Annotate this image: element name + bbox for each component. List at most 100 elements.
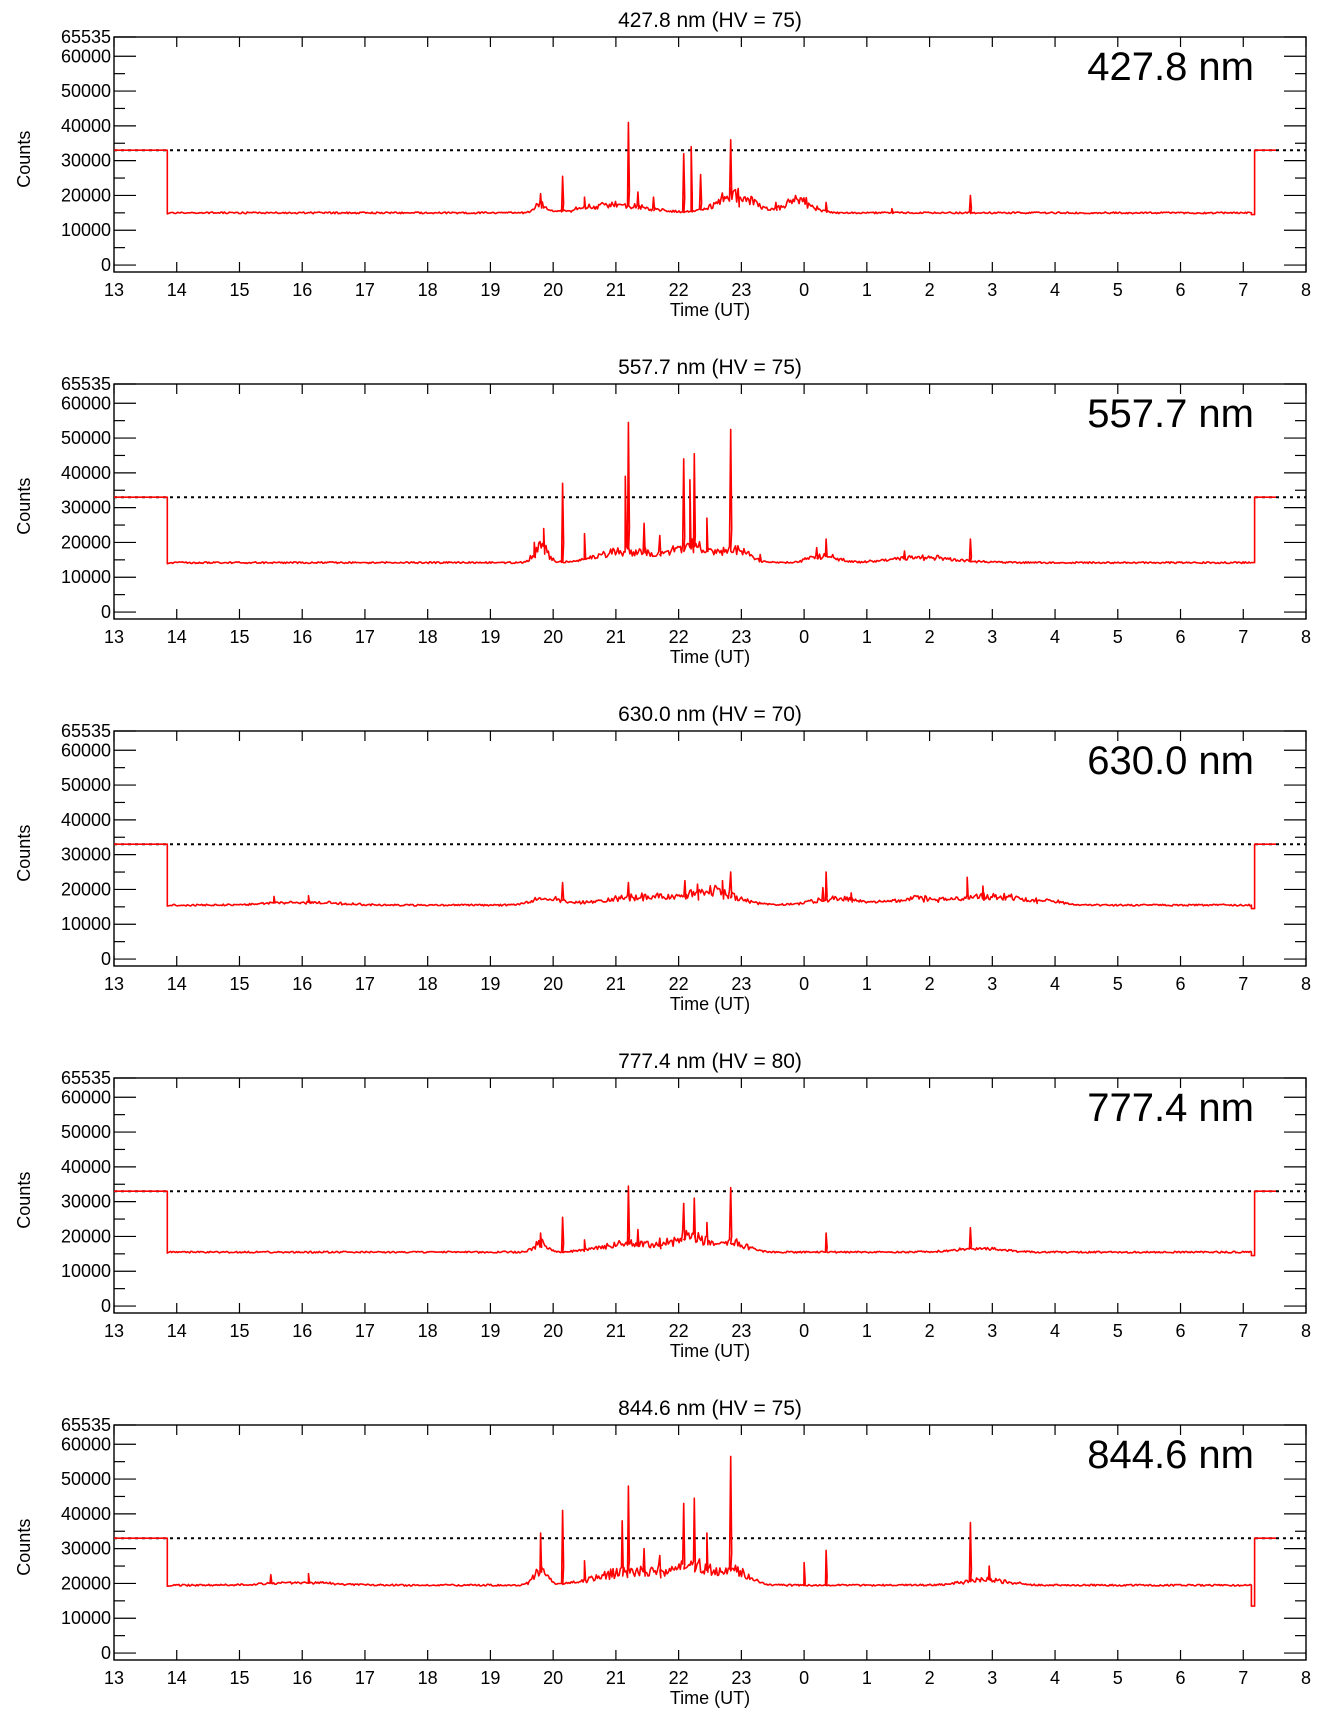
x-tick-label: 14 bbox=[167, 280, 187, 300]
y-tick-label: 50000 bbox=[61, 1469, 111, 1489]
y-tick-label: 50000 bbox=[61, 775, 111, 795]
x-axis-title: Time (UT) bbox=[670, 994, 750, 1014]
y-tick-label: 10000 bbox=[61, 1261, 111, 1281]
x-tick-label: 16 bbox=[292, 1668, 312, 1688]
x-tick-label: 21 bbox=[606, 974, 626, 994]
chart-panel-5: 844.6 nm (HV = 75) 0 10000 20000 30000 40000 5… bbox=[14, 1397, 1311, 1708]
y-tick-label: 0 bbox=[101, 255, 111, 275]
x-tick-label: 8 bbox=[1301, 280, 1311, 300]
x-tick-label: 22 bbox=[669, 1668, 689, 1688]
y-tick-label: 65535 bbox=[61, 1068, 111, 1088]
x-tick-label: 4 bbox=[1050, 1321, 1060, 1341]
x-tick-label: 20 bbox=[543, 280, 563, 300]
x-axis-title: Time (UT) bbox=[670, 300, 750, 320]
chart-panel-1: 427.8 nm (HV = 75) 0 10000 20000 30000 40000 5… bbox=[14, 9, 1311, 320]
x-tick-label: 21 bbox=[606, 627, 626, 647]
x-tick-label: 4 bbox=[1050, 1668, 1060, 1688]
y-tick-label: 0 bbox=[101, 1643, 111, 1663]
chart-panel-2: 557.7 nm (HV = 75) 0 10000 20000 30000 40000 5… bbox=[14, 356, 1311, 667]
y-tick-label: 30000 bbox=[61, 498, 111, 518]
x-tick-label: 16 bbox=[292, 627, 312, 647]
x-tick-label: 7 bbox=[1238, 627, 1248, 647]
chart-title: 844.6 nm (HV = 75) bbox=[618, 1397, 802, 1420]
x-tick-label: 5 bbox=[1113, 1668, 1123, 1688]
plot-frame bbox=[113, 1077, 1307, 1314]
chart-title: 630.0 nm (HV = 70) bbox=[618, 703, 802, 726]
x-tick-label: 18 bbox=[418, 1321, 438, 1341]
x-tick-label: 3 bbox=[987, 1321, 997, 1341]
x-tick-label: 2 bbox=[925, 627, 935, 647]
x-tick-label: 18 bbox=[418, 280, 438, 300]
y-tick-label: 0 bbox=[101, 949, 111, 969]
plot-frame bbox=[113, 730, 1307, 967]
x-tick-label: 2 bbox=[925, 280, 935, 300]
y-tick-label: 10000 bbox=[61, 220, 111, 240]
y-tick-label: 30000 bbox=[61, 1539, 111, 1559]
x-axis-title: Time (UT) bbox=[670, 1688, 750, 1708]
x-tick-label: 1 bbox=[862, 1668, 872, 1688]
x-tick-label: 21 bbox=[606, 1668, 626, 1688]
plot-frame bbox=[113, 1424, 1307, 1661]
x-tick-label: 15 bbox=[229, 1668, 249, 1688]
x-tick-label: 15 bbox=[229, 1321, 249, 1341]
series-line bbox=[114, 421, 1276, 565]
x-tick-label: 19 bbox=[480, 1321, 500, 1341]
y-axis-title: Counts bbox=[14, 131, 34, 188]
y-tick-label: 60000 bbox=[61, 1434, 111, 1454]
x-tick-label: 3 bbox=[987, 974, 997, 994]
x-tick-label: 18 bbox=[418, 974, 438, 994]
x-tick-label: 21 bbox=[606, 280, 626, 300]
y-axis-title: Counts bbox=[14, 825, 34, 882]
x-tick-label: 3 bbox=[987, 627, 997, 647]
x-tick-label: 2 bbox=[925, 1321, 935, 1341]
x-tick-label: 18 bbox=[418, 1668, 438, 1688]
x-tick-label: 3 bbox=[987, 280, 997, 300]
x-tick-label: 7 bbox=[1238, 1321, 1248, 1341]
x-tick-label: 20 bbox=[543, 974, 563, 994]
x-tick-label: 16 bbox=[292, 1321, 312, 1341]
x-tick-label: 17 bbox=[355, 280, 375, 300]
x-tick-label: 5 bbox=[1113, 1321, 1123, 1341]
y-tick-label: 40000 bbox=[61, 1157, 111, 1177]
x-tick-label: 8 bbox=[1301, 1668, 1311, 1688]
x-tick-label: 6 bbox=[1176, 1321, 1186, 1341]
wavelength-label: 427.8 nm bbox=[1087, 45, 1254, 89]
y-tick-label: 65535 bbox=[61, 1415, 111, 1435]
series-line bbox=[114, 843, 1276, 910]
y-tick-label: 40000 bbox=[61, 116, 111, 136]
x-tick-label: 0 bbox=[799, 280, 809, 300]
y-tick-label: 0 bbox=[101, 1296, 111, 1316]
y-tick-label: 20000 bbox=[61, 879, 111, 899]
y-axis-title: Counts bbox=[14, 1172, 34, 1229]
y-tick-label: 10000 bbox=[61, 914, 111, 934]
x-tick-label: 16 bbox=[292, 280, 312, 300]
y-tick-label: 60000 bbox=[61, 740, 111, 760]
x-tick-label: 13 bbox=[104, 627, 124, 647]
x-tick-label: 23 bbox=[731, 280, 751, 300]
x-tick-label: 0 bbox=[799, 974, 809, 994]
x-tick-label: 4 bbox=[1050, 280, 1060, 300]
x-tick-label: 14 bbox=[167, 1321, 187, 1341]
x-tick-label: 19 bbox=[480, 627, 500, 647]
x-tick-label: 16 bbox=[292, 974, 312, 994]
y-tick-label: 20000 bbox=[61, 532, 111, 552]
y-tick-label: 10000 bbox=[61, 1608, 111, 1628]
x-tick-label: 1 bbox=[862, 974, 872, 994]
x-tick-label: 20 bbox=[543, 1668, 563, 1688]
x-tick-label: 17 bbox=[355, 974, 375, 994]
y-tick-label: 40000 bbox=[61, 463, 111, 483]
y-tick-label: 0 bbox=[101, 602, 111, 622]
x-tick-label: 7 bbox=[1238, 280, 1248, 300]
x-tick-label: 23 bbox=[731, 1321, 751, 1341]
wavelength-label: 630.0 nm bbox=[1087, 739, 1254, 783]
x-tick-label: 20 bbox=[543, 1321, 563, 1341]
y-tick-label: 60000 bbox=[61, 1087, 111, 1107]
x-tick-label: 15 bbox=[229, 627, 249, 647]
plot-frame bbox=[113, 383, 1307, 620]
x-tick-label: 13 bbox=[104, 1321, 124, 1341]
x-tick-label: 2 bbox=[925, 974, 935, 994]
x-tick-label: 7 bbox=[1238, 974, 1248, 994]
y-tick-label: 50000 bbox=[61, 428, 111, 448]
chart-panel-4: 777.4 nm (HV = 80) 0 10000 20000 30000 40000 5… bbox=[14, 1050, 1311, 1361]
x-tick-label: 19 bbox=[480, 974, 500, 994]
